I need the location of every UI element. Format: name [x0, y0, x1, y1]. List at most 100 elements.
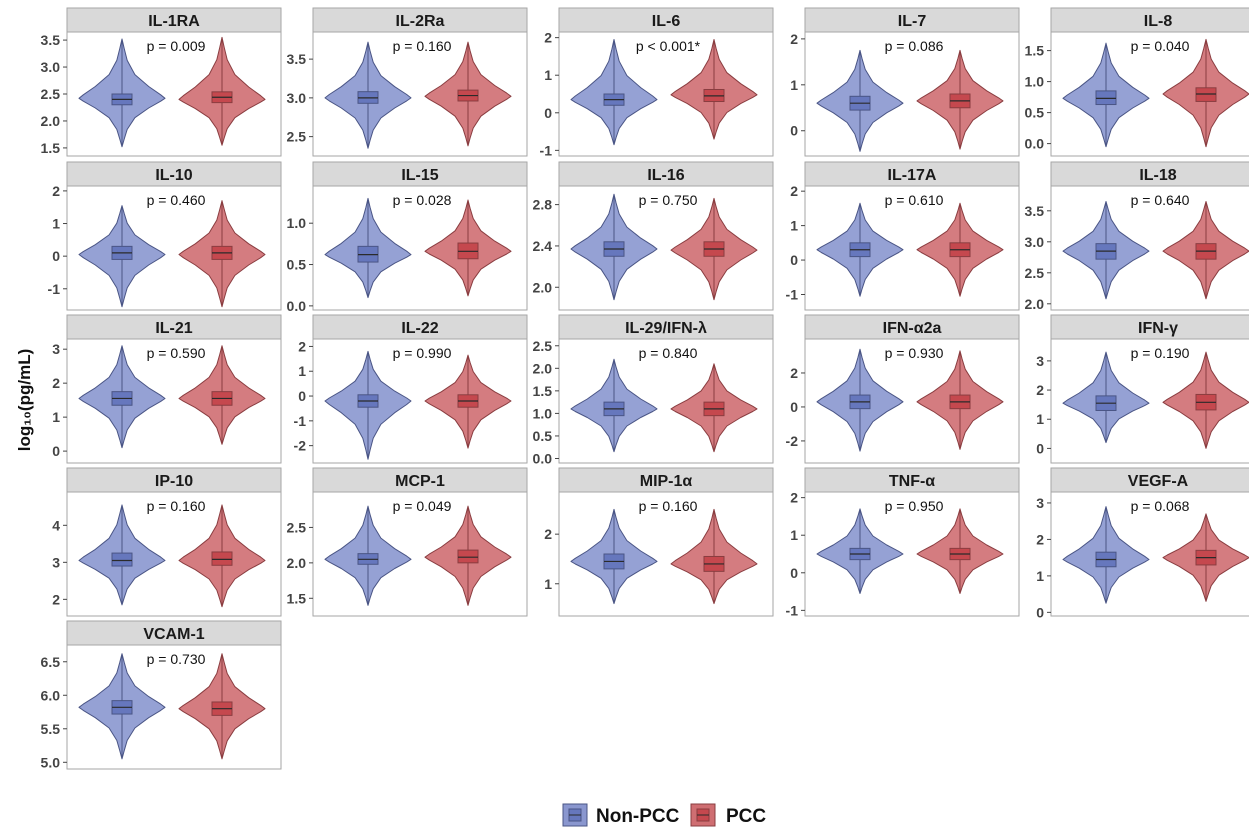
y-tick-label: 2.0 — [1025, 296, 1045, 312]
panel-title: IL-17A — [888, 167, 937, 184]
panel-2: IL-6 -1 0 1 2 p < 0.001* — [540, 7, 774, 158]
y-tick-label: 5.0 — [41, 754, 61, 770]
y-tick-label: 0.0 — [287, 298, 307, 314]
panel-11: IL-22 -2 -1 0 1 2 p = 0.990 — [294, 314, 528, 464]
p-value: p = 0.068 — [1131, 498, 1190, 514]
p-value: p = 0.950 — [885, 498, 944, 514]
legend-label: PCC — [726, 806, 766, 827]
legend-item-pcc: PCC — [690, 803, 766, 827]
panel-15: IP-10 2 3 4 p = 0.160 — [52, 467, 282, 617]
y-tick-label: 2.8 — [533, 197, 553, 213]
y-tick-label: 1 — [52, 409, 60, 425]
y-tick-label: 2.4 — [533, 238, 553, 254]
y-tick-label: 1.0 — [533, 405, 553, 421]
panel-17: MIP-1α 1 2 p = 0.160 — [544, 467, 774, 617]
y-tick-label: 3.5 — [1025, 203, 1045, 219]
p-value: p = 0.028 — [393, 192, 452, 208]
panel-1: IL-2Ra 2.5 3.0 3.5 p = 0.160 — [287, 7, 528, 157]
panel-title: MIP-1α — [640, 473, 693, 490]
y-tick-label: 2 — [298, 338, 306, 354]
box — [1095, 90, 1117, 106]
y-tick-label: -1 — [294, 413, 307, 429]
legend-label: Non-PCC — [596, 806, 680, 827]
panel-title: IL-15 — [401, 167, 438, 184]
panel-12: IL-29/IFN-λ 0.0 0.5 1.0 1.5 2.0 2.5 p = 0.840 — [533, 314, 774, 466]
y-tick-label: 3.0 — [1025, 234, 1045, 250]
y-tick-label: 1 — [52, 216, 60, 232]
panel-18: TNF-α -1 0 1 2 p = 0.950 — [786, 467, 1020, 618]
panel-strip — [558, 161, 774, 187]
y-tick-label: 0 — [544, 105, 552, 121]
p-value: p = 0.460 — [147, 192, 206, 208]
panel-title: IFN-γ — [1138, 320, 1178, 337]
panel-title: IP-10 — [155, 473, 193, 490]
y-tick-label: 1.5 — [533, 383, 553, 399]
y-tick-label: 3 — [1036, 353, 1044, 369]
panel-8: IL-17A -1 0 1 2 p = 0.610 — [786, 161, 1020, 311]
panel-3: IL-7 0 1 2 p = 0.086 — [790, 7, 1020, 157]
p-value: p = 0.086 — [885, 38, 944, 54]
y-tick-label: 1 — [790, 527, 798, 543]
y-tick-label: 2 — [52, 183, 60, 199]
y-tick-label: 2 — [52, 591, 60, 607]
panel-5: IL-10 -1 0 1 2 p = 0.460 — [48, 161, 282, 311]
y-tick-label: 3.0 — [41, 59, 61, 75]
y-tick-label: 2 — [544, 30, 552, 46]
y-tick-label: 1 — [1036, 568, 1044, 584]
y-tick-label: 1.5 — [287, 590, 307, 606]
y-tick-label: 2.0 — [287, 555, 307, 571]
panel-10: IL-21 0 1 2 3 p = 0.590 — [52, 314, 282, 464]
panel-strip — [1050, 467, 1249, 493]
panel-strip — [804, 314, 1020, 340]
panel-strip — [1050, 7, 1249, 33]
p-value: p = 0.640 — [1131, 192, 1190, 208]
p-value: p = 0.160 — [393, 38, 452, 54]
panel-13: IFN-α2a -2 0 2 p = 0.930 — [786, 314, 1020, 464]
y-tick-label: 2 — [790, 490, 798, 506]
y-tick-label: 1 — [544, 67, 552, 83]
panel-strip — [66, 7, 282, 33]
y-tick-label: 0 — [790, 123, 798, 139]
y-tick-label: -1 — [48, 281, 61, 297]
panel-title: IL-16 — [647, 167, 684, 184]
y-tick-label: 0 — [1036, 440, 1044, 456]
p-value: p = 0.009 — [147, 38, 206, 54]
y-tick-label: 3 — [1036, 495, 1044, 511]
panel-title: MCP-1 — [395, 473, 445, 490]
p-value: p = 0.160 — [639, 498, 698, 514]
y-tick-label: 3.5 — [287, 51, 307, 67]
y-axis-label: log₁₀(pg/mL) — [15, 349, 34, 452]
y-tick-label: 0 — [298, 388, 306, 404]
y-tick-label: 2 — [544, 526, 552, 542]
y-tick-label: 1.5 — [41, 140, 61, 156]
p-value: p = 0.930 — [885, 345, 944, 361]
y-tick-label: 2.0 — [533, 279, 553, 295]
panel-strip — [804, 161, 1020, 187]
y-tick-label: 2 — [790, 365, 798, 381]
y-tick-label: 6.0 — [41, 687, 61, 703]
panel-strip — [312, 314, 528, 340]
p-value: p = 0.190 — [1131, 345, 1190, 361]
panel-7: IL-16 2.0 2.4 2.8 p = 0.750 — [533, 161, 774, 311]
p-value: p = 0.750 — [639, 192, 698, 208]
p-value: p = 0.990 — [393, 345, 452, 361]
panel-strip — [558, 467, 774, 493]
y-tick-label: 4 — [52, 517, 60, 533]
y-tick-label: 2.5 — [41, 86, 61, 102]
y-tick-label: 2.5 — [1025, 265, 1045, 281]
y-tick-label: 0 — [52, 248, 60, 264]
box — [111, 552, 133, 567]
box — [211, 551, 233, 566]
y-tick-label: 0 — [790, 565, 798, 581]
p-value: p = 0.840 — [639, 345, 698, 361]
panel-strip — [558, 314, 774, 340]
panel-19: VEGF-A 0 1 2 3 p = 0.068 — [1036, 467, 1249, 620]
y-tick-label: 0 — [790, 399, 798, 415]
panel-14: IFN-γ 0 1 2 3 p = 0.190 — [1036, 314, 1249, 464]
y-tick-label: 0.0 — [1025, 136, 1045, 152]
y-tick-label: 2.5 — [287, 519, 307, 535]
panel-title: IL-18 — [1139, 167, 1176, 184]
y-tick-label: -2 — [294, 438, 307, 454]
y-tick-label: 0.0 — [533, 450, 553, 466]
